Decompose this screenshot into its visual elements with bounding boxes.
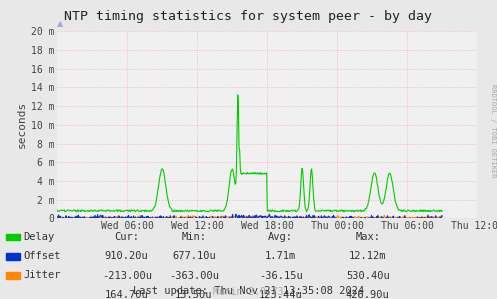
Text: Min:: Min: (181, 232, 206, 242)
Text: ▲: ▲ (57, 19, 64, 28)
Text: 530.40u: 530.40u (346, 271, 390, 280)
Text: 12.12m: 12.12m (349, 251, 387, 261)
Text: 426.90u: 426.90u (346, 290, 390, 299)
Text: 910.20u: 910.20u (105, 251, 149, 261)
Text: -213.00u: -213.00u (102, 271, 152, 280)
Text: Delay: Delay (23, 231, 55, 242)
Y-axis label: seconds: seconds (17, 101, 27, 149)
Text: -36.15u: -36.15u (259, 271, 303, 280)
Text: 13.50u: 13.50u (175, 290, 213, 299)
Text: 677.10u: 677.10u (172, 251, 216, 261)
Text: Max:: Max: (355, 232, 380, 242)
Text: Offset: Offset (23, 251, 61, 261)
Text: Last update: Thu Nov 21 13:35:08 2024: Last update: Thu Nov 21 13:35:08 2024 (133, 286, 364, 296)
Text: 1.71m: 1.71m (265, 251, 296, 261)
Text: Jitter: Jitter (23, 270, 61, 280)
Text: NTP timing statistics for system peer - by day: NTP timing statistics for system peer - … (65, 10, 432, 23)
Text: RRDTOOL / TOBI OETIKER: RRDTOOL / TOBI OETIKER (490, 84, 496, 177)
Text: 123.44u: 123.44u (259, 290, 303, 299)
Text: -363.00u: -363.00u (169, 271, 219, 280)
Text: Munin 2.0.73: Munin 2.0.73 (213, 287, 284, 297)
Text: 164.70u: 164.70u (105, 290, 149, 299)
Text: Avg:: Avg: (268, 232, 293, 242)
Text: Cur:: Cur: (114, 232, 139, 242)
